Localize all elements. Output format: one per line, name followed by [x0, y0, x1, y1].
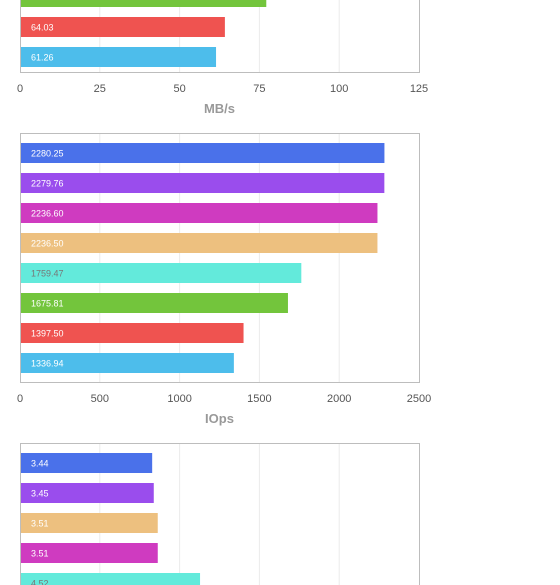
plot-frame	[20, 133, 420, 383]
bar	[20, 543, 158, 563]
x-tick-label: 50	[173, 83, 185, 95]
x-tick-label: 0	[17, 393, 23, 405]
x-axis-title: IOps	[205, 411, 234, 426]
bar	[20, 47, 217, 67]
x-tick-label: 2000	[327, 393, 351, 405]
bar	[20, 143, 385, 163]
bar	[20, 483, 154, 503]
bar	[20, 203, 378, 223]
bar-value-label: 64.03	[31, 23, 54, 33]
chart-2: 2280.25 2279.76 2236.60 2236.50 1759.47 1675.…	[17, 133, 431, 426]
bar	[20, 173, 385, 193]
bar-value-label: 3.51	[31, 549, 49, 559]
x-tick-label: 2500	[407, 393, 431, 405]
bar-value-label: 2279.76	[31, 179, 64, 189]
x-tick-label: 1500	[247, 393, 271, 405]
x-tick-label: 0	[17, 83, 23, 95]
bar-value-label: 2236.60	[31, 209, 64, 219]
bar	[20, 353, 234, 373]
chart-1: 64.03 61.26 0 25 50 75 100 125 MB/s	[17, 0, 428, 116]
x-tick-label: 1000	[167, 393, 191, 405]
bar-value-label: 2280.25	[31, 149, 64, 159]
x-tick-label: 75	[253, 83, 265, 95]
bar	[20, 233, 378, 253]
bar	[20, 263, 302, 283]
bar-value-label: 1675.81	[31, 299, 64, 309]
bar	[20, 323, 244, 343]
x-tick-label: 125	[410, 83, 428, 95]
chart-3: 3.44 3.45 3.51 3.51 4.52	[20, 443, 420, 585]
plot-frame	[20, 443, 420, 585]
bar-value-label: 1397.50	[31, 329, 64, 339]
x-axis-title: MB/s	[204, 101, 235, 116]
bar	[20, 453, 153, 473]
bar	[20, 17, 225, 37]
bar-value-label: 4.52	[31, 579, 49, 585]
bar	[20, 293, 288, 313]
bar-value-label: 1759.47	[31, 269, 64, 279]
x-tick-label: 25	[94, 83, 106, 95]
bar-value-label: 2236.50	[31, 239, 64, 249]
bar	[20, 0, 267, 7]
bar-value-label: 3.51	[31, 519, 49, 529]
x-tick-label: 100	[330, 83, 348, 95]
bar-value-label: 3.45	[31, 489, 49, 499]
bar-value-label: 3.44	[31, 459, 49, 469]
bar	[20, 573, 201, 585]
bar-value-label: 1336.94	[31, 359, 64, 369]
bar	[20, 513, 158, 533]
x-tick-label: 500	[91, 393, 109, 405]
plot-frame	[20, 0, 420, 73]
bar-value-label: 61.26	[31, 53, 54, 63]
